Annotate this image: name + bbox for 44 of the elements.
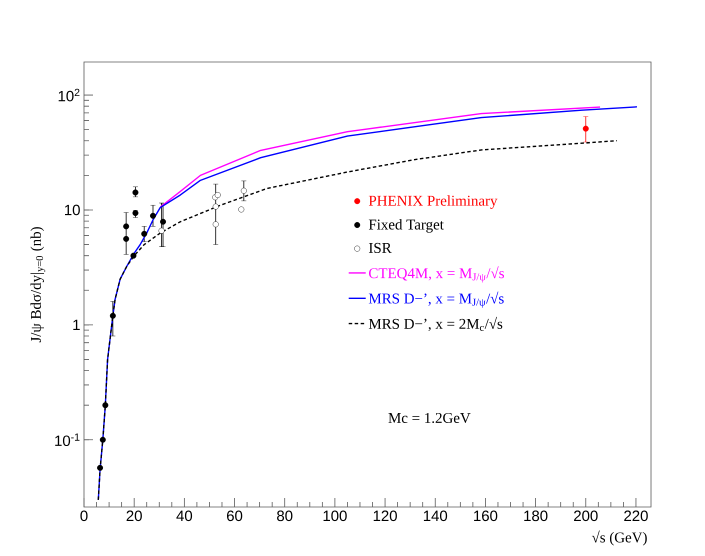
point (238, 206, 244, 212)
point (102, 402, 108, 408)
point (212, 221, 219, 228)
point (150, 212, 156, 219)
legend-label: ISR (368, 242, 392, 253)
x-tick-label: 60 (226, 510, 242, 522)
point (123, 236, 130, 242)
x-tick-label: 140 (424, 510, 448, 522)
annotation: Mc = 1.2GeV (388, 412, 471, 424)
x-tick-label: 180 (524, 510, 548, 522)
point (214, 192, 221, 198)
x-tick-label: 80 (277, 510, 292, 522)
x-axis-title: √s (GeV) (592, 530, 647, 546)
x-tick-label: 200 (574, 510, 598, 522)
x-tick-label: 220 (624, 510, 648, 522)
x-tick-label: 20 (126, 510, 142, 522)
x-tick-label: 40 (176, 510, 192, 522)
point (132, 189, 138, 196)
legend-label: PHENIX Preliminary (368, 195, 498, 209)
point (141, 230, 148, 237)
line-series (160, 106, 601, 208)
point (158, 228, 165, 234)
point (97, 464, 104, 471)
point (110, 312, 116, 319)
legend-label: MRS D−’, x = 2M$_{c}$/√s (368, 316, 502, 332)
point (100, 436, 106, 443)
point (160, 218, 166, 225)
x-tick-label: 0 (80, 510, 88, 522)
x-tick-label: 100 (324, 510, 347, 522)
point (130, 252, 136, 259)
legend-label: Fixed Target (368, 219, 444, 233)
x-tick-label: 120 (374, 510, 397, 522)
y-tick-label: 10$^{-1}$ (55, 434, 80, 446)
point (240, 188, 247, 194)
legend-label: MRS D−’, x = M$_{J/ψ}$/√s (368, 292, 504, 308)
point (582, 126, 589, 132)
point (123, 223, 130, 230)
y-axis-title: J/ψ Bdσ/dy|$_{y=0}$ (nb) (30, 227, 46, 342)
point (212, 204, 219, 210)
y-tick-label: 10$^{2}$ (58, 88, 80, 102)
x-tick-label: 160 (474, 510, 498, 522)
legend-label: CTEQ4M, x = M$_{J/ψ}$/√s (369, 266, 504, 282)
y-tick-label: 1 (73, 320, 80, 330)
y-tick-label: 10 (65, 204, 80, 216)
